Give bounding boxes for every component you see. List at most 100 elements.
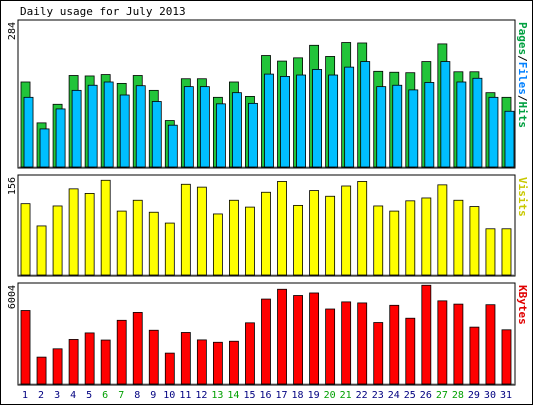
x-tick-label: 23: [372, 390, 384, 401]
bar-kbytes-day-26: [421, 284, 432, 385]
x-tick-label: 3: [54, 390, 60, 401]
bar-files-day-13: [215, 103, 226, 168]
bar-files-day-30: [488, 96, 499, 168]
side-label-part: Files: [516, 62, 529, 95]
side-label-part: Visits: [516, 177, 529, 217]
bar-files-day-29: [472, 77, 483, 168]
bar-kbytes-day-6: [100, 339, 111, 385]
x-tick-label: 11: [179, 390, 191, 401]
x-tick-label: 6: [102, 390, 108, 401]
bar-kbytes-day-24: [389, 304, 400, 385]
x-tick-label: 14: [227, 390, 239, 401]
bar-files-day-3: [55, 108, 66, 168]
x-tick-label: 12: [195, 390, 207, 401]
bar-kbytes-day-19: [309, 292, 320, 385]
x-tick-label: 1: [22, 390, 28, 401]
bar-files-day-9: [151, 101, 162, 168]
bar-visits-day-2: [36, 225, 47, 276]
x-tick-label: 8: [134, 390, 140, 401]
bar-kbytes-day-7: [116, 319, 127, 385]
bar-kbytes-day-21: [341, 301, 352, 385]
x-tick-label: 30: [484, 390, 496, 401]
bar-kbytes-day-28: [453, 303, 464, 385]
bar-visits-day-22: [357, 181, 368, 276]
bar-files-day-14: [232, 92, 242, 168]
bar-files-day-10: [167, 124, 178, 168]
bar-files-day-23: [376, 86, 387, 168]
side-label-part: /: [516, 55, 529, 62]
x-tick-label: 24: [388, 390, 400, 401]
bar-files-day-18: [296, 74, 306, 168]
bar-files-day-5: [87, 84, 98, 168]
bar-kbytes-day-17: [277, 288, 287, 385]
bar-kbytes-day-4: [68, 339, 79, 385]
bar-kbytes-day-20: [325, 308, 336, 385]
x-tick-label: 10: [163, 390, 175, 401]
bar-kbytes-day-31: [501, 329, 512, 385]
bar-visits-day-14: [229, 199, 239, 276]
bar-kbytes-day-12: [196, 339, 207, 385]
side-label-part: Hits: [516, 102, 529, 129]
bar-visits-day-27: [437, 184, 448, 276]
bar-files-day-22: [360, 61, 371, 168]
bar-kbytes-day-2: [36, 356, 47, 385]
x-tick-label: 4: [70, 390, 76, 401]
bar-visits-day-19: [309, 190, 320, 276]
bar-files-day-15: [248, 102, 258, 168]
bar-visits-day-4: [68, 188, 79, 276]
x-tick-label: 2: [38, 390, 44, 401]
x-tick-label: 29: [468, 390, 480, 401]
side-label-part: KBytes: [516, 285, 529, 325]
side-label-part: Pages: [516, 22, 529, 55]
bar-files-day-16: [264, 73, 274, 168]
bar-files-day-24: [392, 84, 403, 168]
bar-kbytes-day-22: [357, 302, 368, 385]
bar-visits-day-3: [52, 205, 63, 276]
bar-files-day-21: [344, 66, 355, 168]
bar-kbytes-day-16: [261, 298, 271, 385]
bar-kbytes-day-25: [405, 317, 416, 385]
side-label-1: Visits: [516, 177, 529, 217]
bar-visits-day-10: [164, 222, 175, 276]
bar-kbytes-day-14: [229, 340, 239, 385]
chart-title: Daily usage for July 2013: [20, 5, 186, 18]
bar-kbytes-day-1: [20, 310, 31, 385]
x-tick-label: 22: [356, 390, 368, 401]
bar-files-day-2: [39, 128, 50, 168]
bar-files-day-31: [504, 110, 515, 168]
side-label-0: Pages/Files/Hits: [516, 22, 529, 128]
bar-files-day-8: [135, 85, 146, 168]
bar-kbytes-day-11: [180, 332, 191, 385]
bar-kbytes-day-27: [437, 300, 448, 385]
bar-visits-day-30: [485, 228, 496, 276]
x-tick-label: 5: [86, 390, 92, 401]
bar-kbytes-day-29: [469, 326, 480, 385]
x-tick-label: 31: [500, 390, 512, 401]
bar-files-day-11: [183, 86, 194, 168]
bar-visits-day-12: [196, 186, 207, 276]
bar-files-day-1: [23, 96, 34, 168]
x-tick-label: 7: [118, 390, 124, 401]
bar-visits-day-15: [245, 206, 255, 276]
bar-kbytes-day-15: [245, 322, 255, 385]
x-tick-label: 13: [211, 390, 223, 401]
bar-visits-day-17: [277, 181, 287, 276]
bar-files-day-4: [71, 89, 82, 168]
bar-kbytes-day-8: [132, 312, 143, 385]
x-tick-label: 20: [324, 390, 336, 401]
x-tick-label: 28: [452, 390, 464, 401]
x-tick-label: 15: [243, 390, 255, 401]
bar-visits-day-24: [389, 210, 400, 276]
bar-files-day-26: [424, 82, 435, 168]
bar-visits-day-11: [180, 183, 191, 276]
x-tick-label: 16: [259, 390, 271, 401]
bar-files-day-7: [119, 94, 130, 168]
y-max-label-1: 156: [7, 177, 18, 195]
bar-files-day-27: [440, 61, 451, 168]
x-tick-label: 9: [150, 390, 156, 401]
y-max-label-2: 6004: [7, 285, 18, 309]
bar-files-day-19: [312, 69, 323, 168]
bar-files-day-12: [199, 86, 210, 168]
bar-visits-day-6: [100, 179, 111, 276]
